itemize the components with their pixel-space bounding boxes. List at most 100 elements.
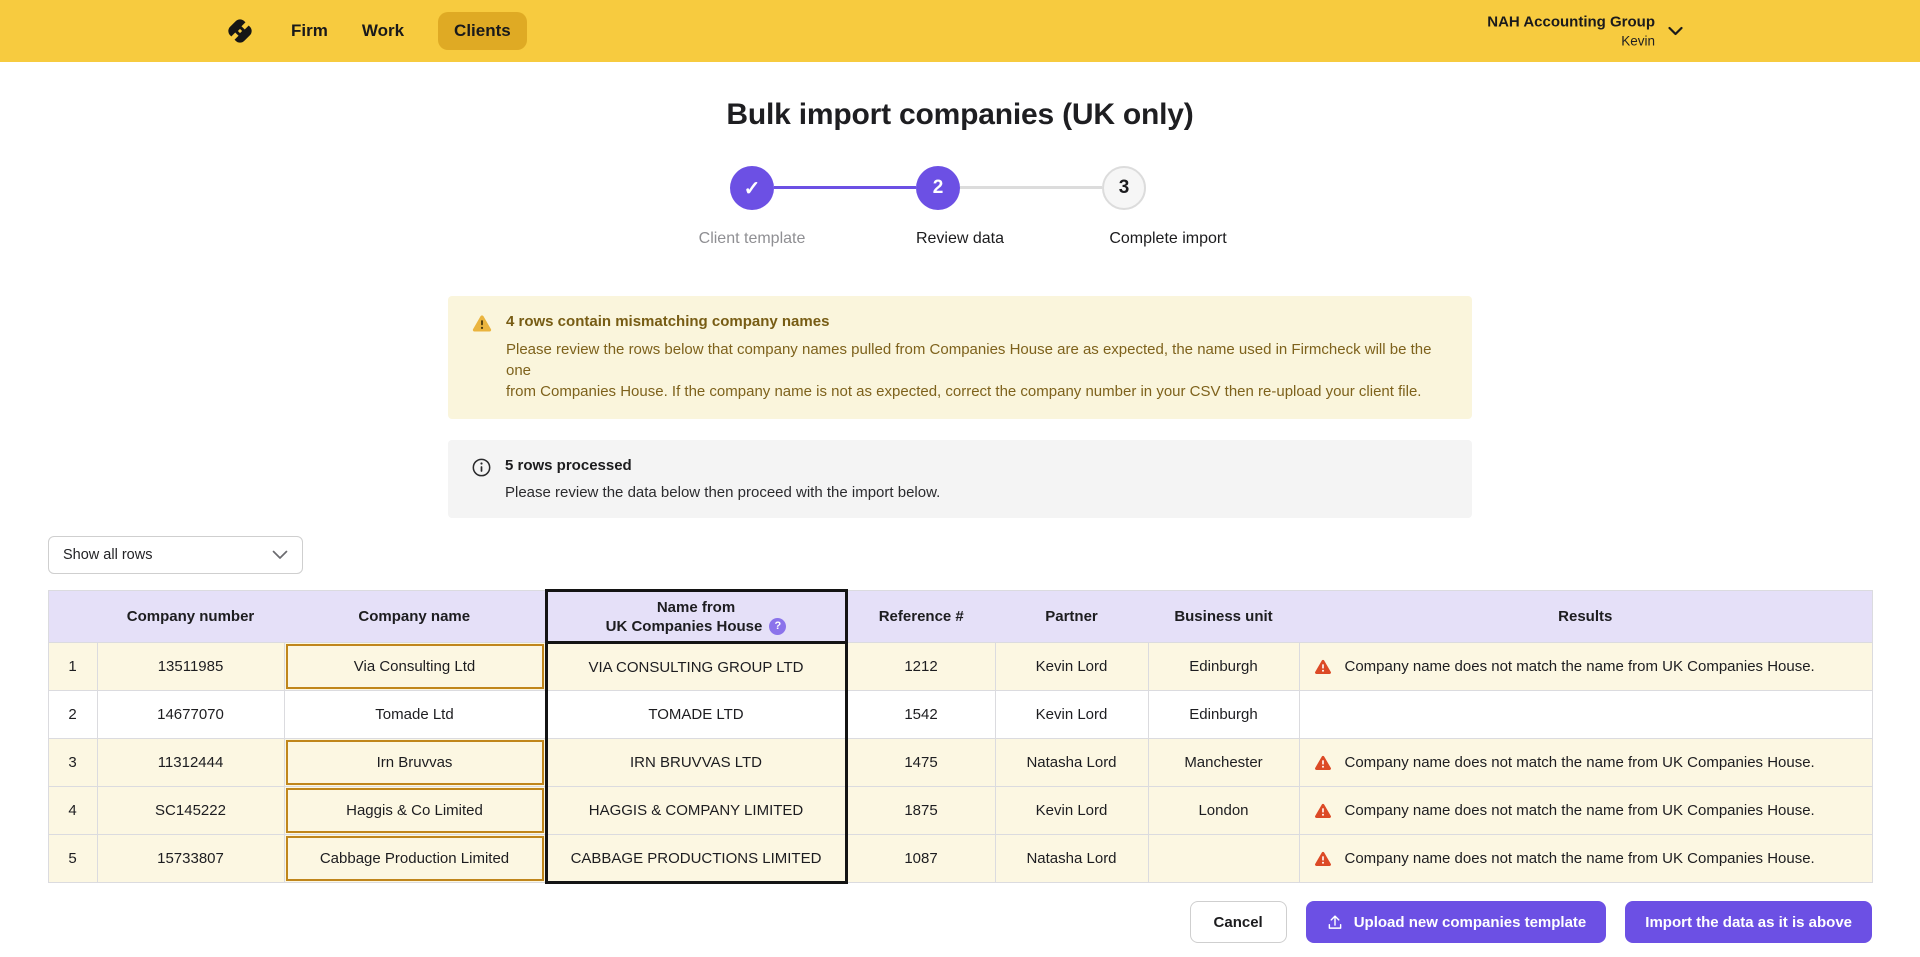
- mismatch-name-box: Irn Bruvvas: [285, 740, 544, 785]
- table-row: 4 SC145222 Haggis & Co Limited HAGGIS & …: [47, 786, 1873, 835]
- step-3-label: Complete import: [1109, 230, 1227, 247]
- company-name-cell: Irn Bruvvas: [283, 738, 547, 787]
- info-banner-body: Please review the data below then procee…: [505, 484, 941, 501]
- info-banner-title: 5 rows processed: [505, 457, 632, 474]
- help-question-icon[interactable]: ?: [769, 617, 787, 635]
- info-banner-text: 5 rows processed Please review the data …: [505, 457, 940, 501]
- account-user-name: Kevin: [1621, 33, 1655, 49]
- ch-name-cell: TOMADE LTD: [544, 690, 848, 739]
- row-filter-select[interactable]: Show all rows: [48, 536, 303, 574]
- header-results: Results: [1299, 590, 1873, 643]
- account-menu[interactable]: NAH Accounting Group Kevin: [1487, 14, 1683, 49]
- reference-cell: 1475: [845, 738, 996, 787]
- error-triangle-icon: [1314, 755, 1331, 770]
- rows-processed-banner: 5 rows processed Please review the data …: [448, 440, 1472, 518]
- step-3-circle: 3: [1102, 166, 1146, 210]
- company-number-cell: SC145222: [96, 786, 285, 835]
- reference-cell: 1212: [845, 642, 996, 691]
- upload-icon: [1328, 914, 1342, 929]
- reference-cell: 1875: [845, 786, 996, 835]
- partner-cell: Kevin Lord: [994, 690, 1149, 739]
- mismatch-warning-banner: 4 rows contain mismatching company names…: [448, 296, 1472, 419]
- header-partner: Partner: [995, 590, 1148, 643]
- company-number-cell: 14677070: [96, 690, 285, 739]
- partner-cell: Natasha Lord: [994, 834, 1149, 883]
- header-company-number: Company number: [97, 590, 284, 643]
- import-data-button[interactable]: Import the data as it is above: [1625, 901, 1872, 943]
- page-title: Bulk import companies (UK only): [726, 98, 1194, 131]
- mismatch-name-box: Via Consulting Ltd: [285, 644, 544, 689]
- header-business-unit: Business unit: [1148, 590, 1299, 643]
- cancel-button[interactable]: Cancel: [1189, 901, 1287, 943]
- chevron-down-icon: [1668, 26, 1683, 36]
- table-row: 2 14677070 Tomade Ltd TOMADE LTD 1542 Ke…: [47, 690, 1873, 739]
- company-number-cell: 13511985: [96, 642, 285, 691]
- result-message: Company name does not match the name fro…: [1344, 754, 1815, 771]
- business-unit-cell: Edinburgh: [1147, 642, 1300, 691]
- mismatch-name-box: Cabbage Production Limited: [285, 836, 544, 881]
- row-filter-value: Show all rows: [63, 547, 153, 563]
- step-1-circle: ✓: [730, 166, 774, 210]
- error-triangle-icon: [1314, 803, 1331, 818]
- result-message: Company name does not match the name fro…: [1344, 802, 1815, 819]
- nav-item-clients[interactable]: Clients: [438, 12, 527, 50]
- step-1-label: Client template: [698, 230, 806, 247]
- results-cell: Company name does not match the name fro…: [1298, 642, 1873, 691]
- results-cell: [1298, 690, 1873, 739]
- result-message: Company name does not match the name fro…: [1344, 658, 1815, 675]
- ch-name-cell: CABBAGE PRODUCTIONS LIMITED: [544, 834, 848, 884]
- partner-cell: Kevin Lord: [994, 642, 1149, 691]
- warning-banner-text: 4 rows contain mismatching company names…: [506, 313, 1448, 402]
- company-number-cell: 15733807: [96, 834, 285, 883]
- error-triangle-icon: [1314, 851, 1331, 866]
- nav-item-work[interactable]: Work: [361, 21, 405, 40]
- row-number-cell: 4: [47, 786, 98, 835]
- header-ch-name-line2: UK Companies House: [605, 617, 763, 635]
- header-reference: Reference #: [846, 590, 995, 643]
- header-ch-name: Name from UK Companies House ?: [544, 589, 848, 644]
- stepper-connector-upcoming: [960, 186, 1102, 189]
- row-number-cell: 1: [47, 642, 98, 691]
- company-name-cell: Haggis & Co Limited: [283, 786, 547, 835]
- result-message: Company name does not match the name fro…: [1344, 850, 1815, 867]
- firmcheck-logo-icon[interactable]: [225, 16, 255, 46]
- step-2-circle: 2: [916, 166, 960, 210]
- header-company-name: Company name: [284, 590, 546, 643]
- reference-cell: 1087: [845, 834, 996, 883]
- partner-cell: Natasha Lord: [994, 738, 1149, 787]
- warning-banner-body: Please review the rows below that compan…: [506, 341, 1432, 400]
- table-row: 5 15733807 Cabbage Production Limited CA…: [47, 834, 1873, 884]
- account-org-name: NAH Accounting Group: [1487, 13, 1655, 31]
- business-unit-cell: Manchester: [1147, 738, 1300, 787]
- error-triangle-icon: [1314, 659, 1331, 674]
- upload-template-label: Upload new companies template: [1353, 913, 1587, 931]
- info-icon: [472, 458, 491, 477]
- ch-name-cell: VIA CONSULTING GROUP LTD: [544, 642, 848, 691]
- table-row: 3 11312444 Irn Bruvvas IRN BRUVVAS LTD 1…: [47, 738, 1873, 787]
- company-number-cell: 11312444: [96, 738, 285, 787]
- row-number-cell: 3: [47, 738, 98, 787]
- nav-item-firm[interactable]: Firm: [291, 21, 328, 40]
- header-row-number: [47, 590, 97, 643]
- import-stepper: ✓ 2 3 Client template Review data Comple…: [699, 166, 1227, 258]
- mismatch-name-box: Haggis & Co Limited: [285, 788, 544, 833]
- results-cell: Company name does not match the name fro…: [1298, 738, 1873, 787]
- table-row: 1 13511985 Via Consulting Ltd VIA CONSUL…: [47, 642, 1873, 691]
- row-number-cell: 2: [47, 690, 98, 739]
- warning-banner-title: 4 rows contain mismatching company names: [506, 313, 830, 330]
- company-name-cell: Cabbage Production Limited: [283, 834, 547, 883]
- header-ch-name-line1: Name from: [656, 598, 736, 616]
- stepper-connector-done: [774, 186, 916, 189]
- action-buttons: Cancel Upload new companies template Imp…: [48, 901, 1872, 943]
- warning-triangle-icon: [472, 315, 492, 332]
- row-number-cell: 5: [47, 834, 98, 883]
- reference-cell: 1542: [845, 690, 996, 739]
- top-navbar: Firm Work Clients NAH Accounting Group K…: [0, 0, 1920, 62]
- ch-name-cell: IRN BRUVVAS LTD: [544, 738, 848, 787]
- account-text: NAH Accounting Group Kevin: [1487, 14, 1655, 49]
- upload-template-button[interactable]: Upload new companies template: [1305, 901, 1607, 943]
- results-cell: Company name does not match the name fro…: [1298, 834, 1873, 883]
- chevron-down-icon: [272, 550, 288, 559]
- table-header-row: Company number Company name Name from UK…: [47, 589, 1873, 644]
- company-name-cell: Tomade Ltd: [283, 690, 547, 739]
